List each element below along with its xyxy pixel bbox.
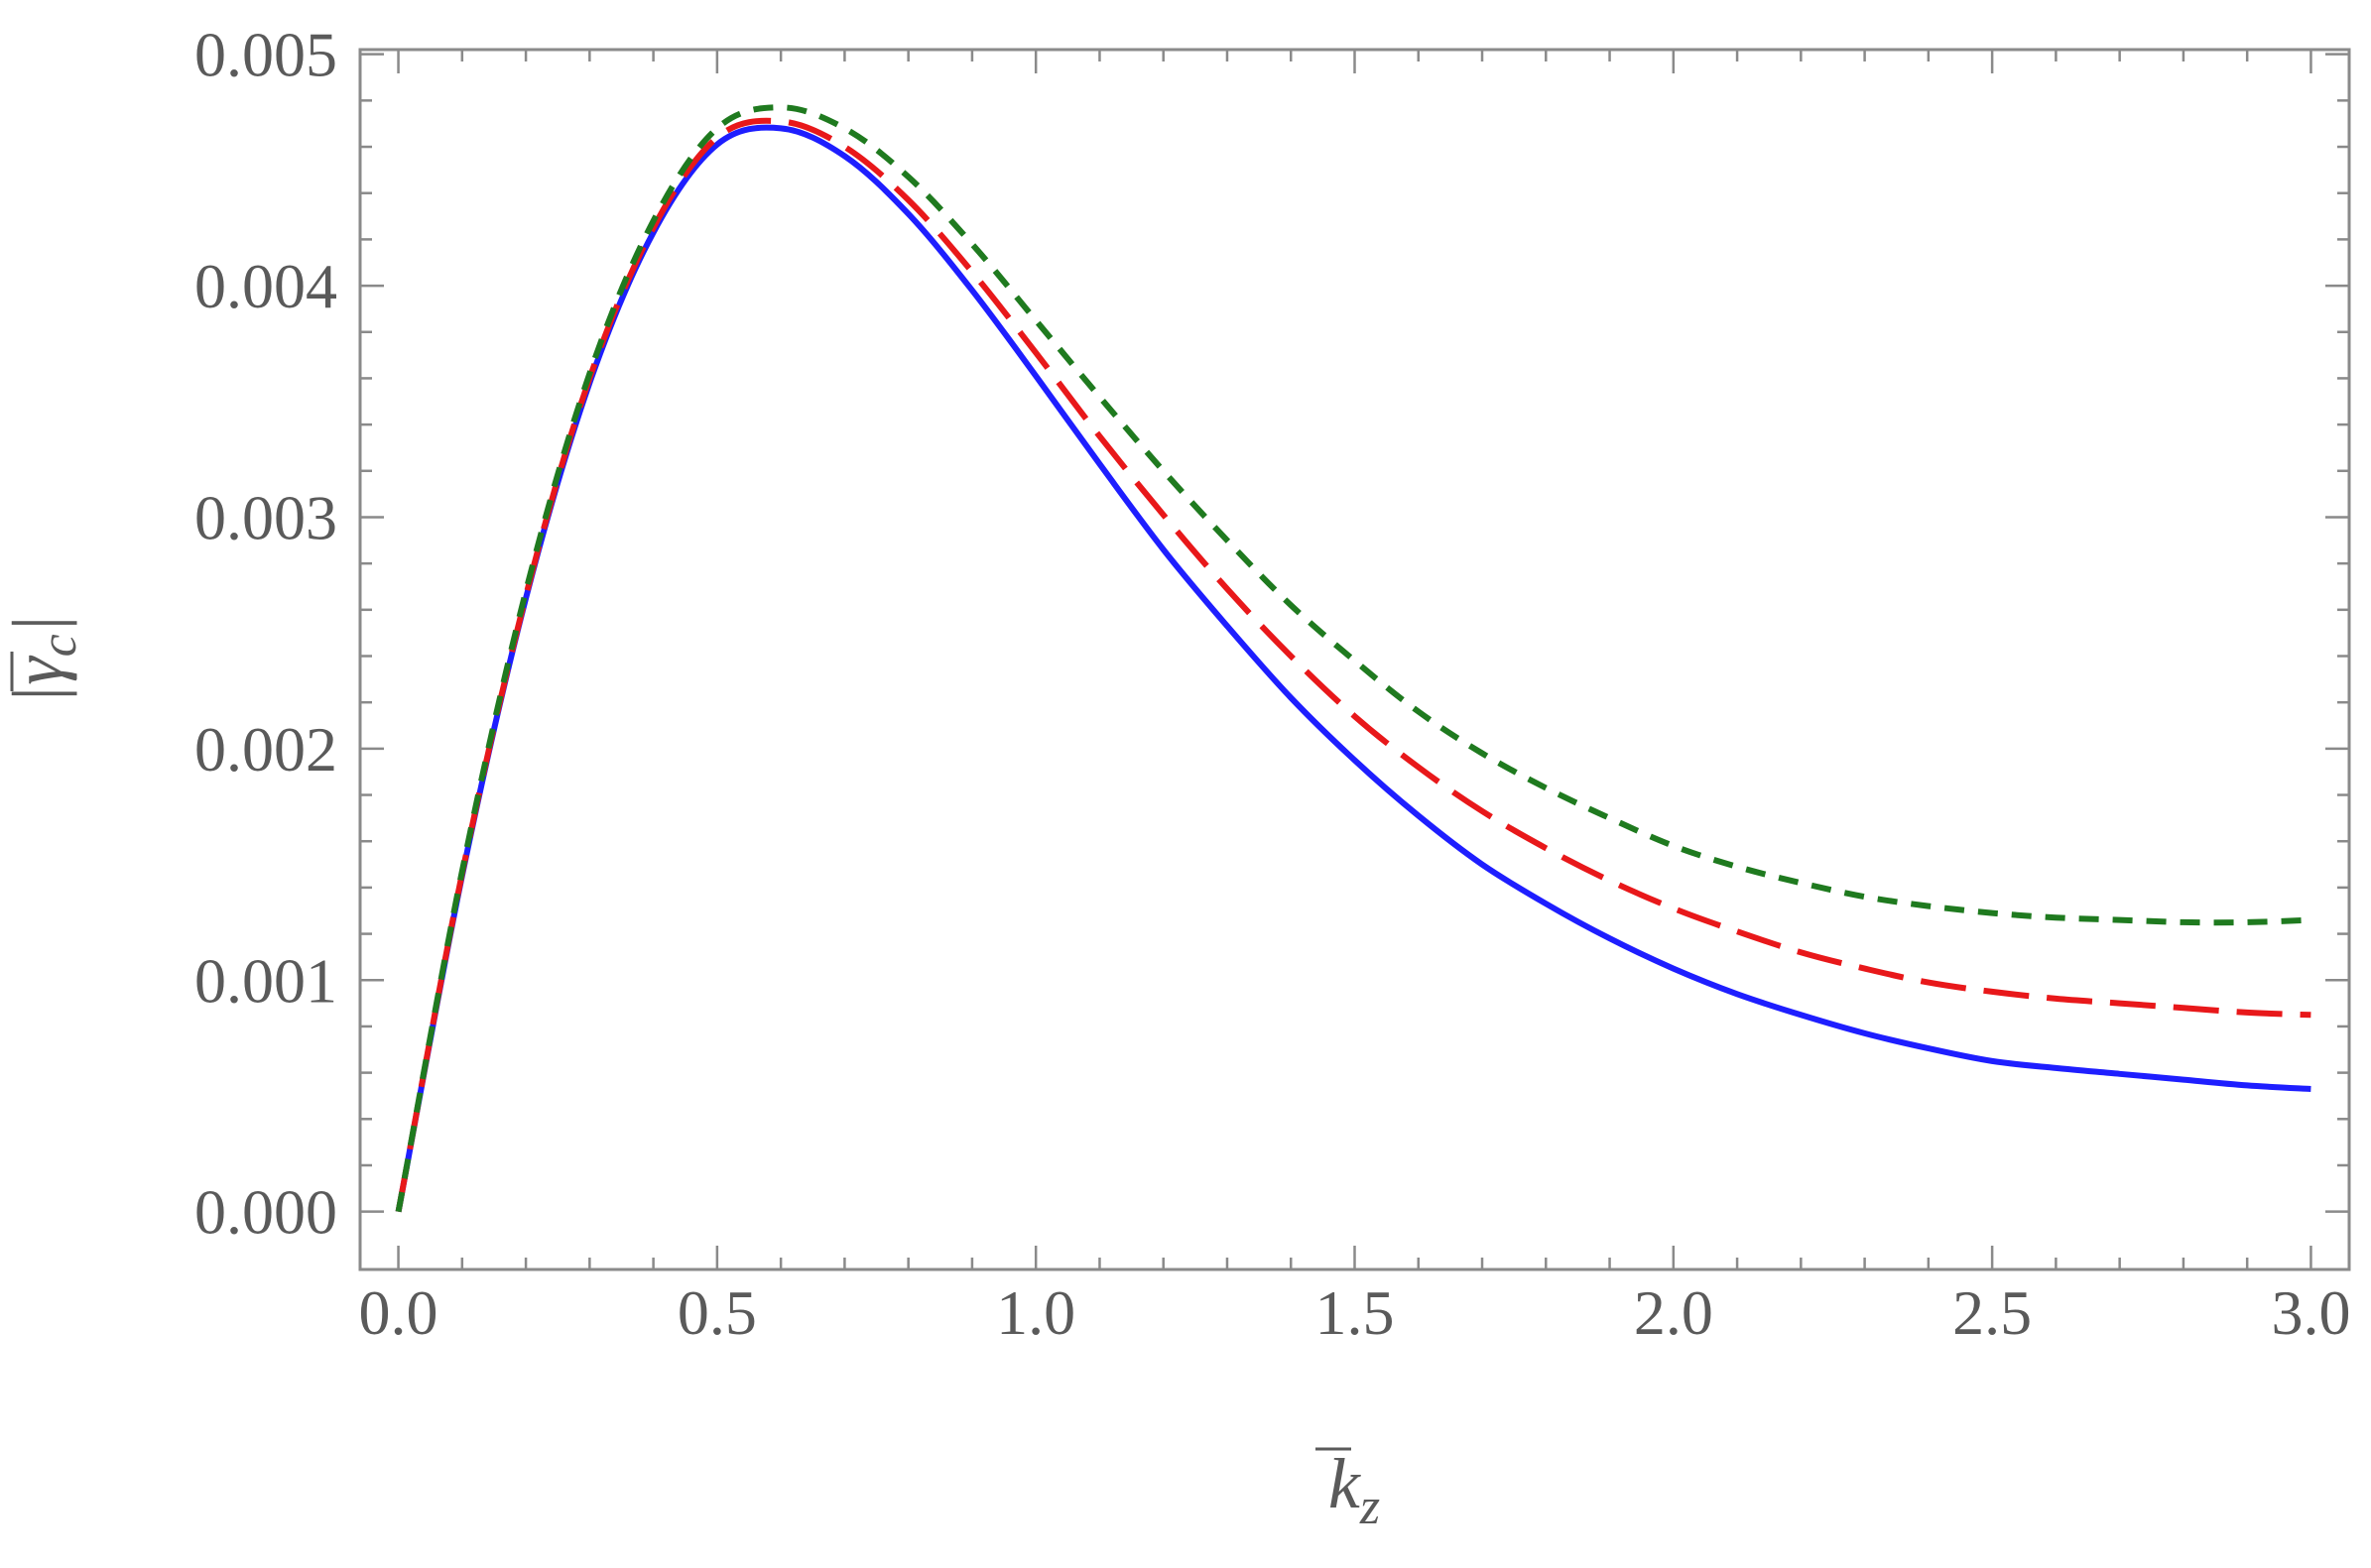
series-group	[395, 104, 2311, 1213]
x-tick-label: 2.0	[1634, 1277, 1713, 1348]
series-dotted-green	[395, 104, 2311, 1213]
x-tick-label: 1.0	[996, 1277, 1075, 1348]
y-tick-label: 0.005	[194, 20, 337, 90]
x-tick-label: 0.0	[359, 1277, 438, 1348]
series-solid-blue	[395, 124, 2311, 1213]
y-tick-label: 0.003	[194, 482, 337, 552]
x-tick-label: 0.5	[678, 1277, 757, 1348]
x-tick-label: 3.0	[2271, 1277, 2350, 1348]
x-tick-labels: 0.0 0.5 1.0 1.5 2.0 2.5 3.0	[359, 1277, 2351, 1348]
x-tick-label: 1.5	[1315, 1277, 1395, 1348]
y-tick-label: 0.004	[194, 251, 337, 321]
y-axis-label-group: |γc|	[0, 614, 87, 704]
series-dashed-red	[395, 117, 2311, 1213]
y-axis-label: |γc|	[0, 614, 87, 704]
y-tick-labels: 0.000 0.001 0.002 0.003 0.004 0.005	[194, 20, 337, 1248]
x-axis-label: kz	[1328, 1444, 1380, 1535]
y-tick-label: 0.001	[194, 945, 337, 1016]
axis-ticks	[360, 50, 2349, 1269]
y-tick-label: 0.000	[194, 1177, 337, 1248]
y-tick-label: 0.002	[194, 714, 337, 784]
x-tick-label: 2.5	[1952, 1277, 2032, 1348]
plot-frame	[358, 48, 2351, 1271]
